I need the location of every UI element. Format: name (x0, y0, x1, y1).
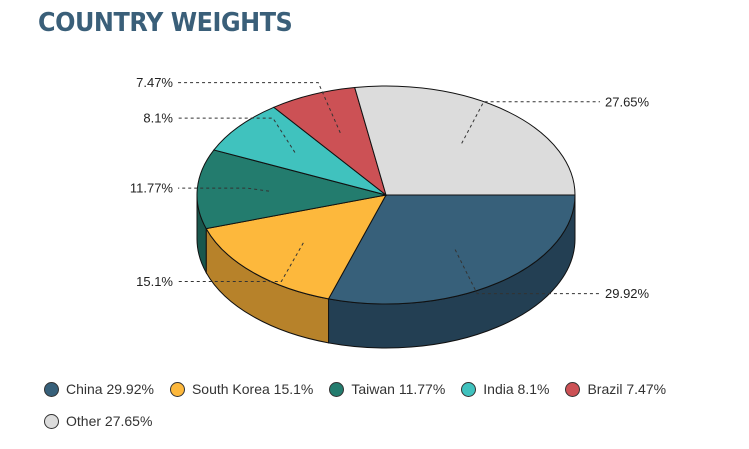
legend-swatch-other (44, 413, 59, 429)
legend-item-south-korea[interactable]: South Korea 15.1% (169, 378, 314, 400)
legend-item-taiwan[interactable]: Taiwan 11.77% (329, 378, 445, 400)
leader-line-south-korea (178, 242, 304, 283)
legend-swatch-china (44, 381, 59, 397)
data-label-india: 8.1% (143, 111, 173, 126)
pie-slice-india[interactable] (213, 106, 387, 196)
legend-label-brazil: Brazil 7.47% (587, 381, 667, 397)
data-label-taiwan: 11.77% (130, 181, 174, 196)
legend-label-india: India 8.1% (483, 381, 550, 397)
legend-item-china[interactable]: China 29.92% (44, 378, 154, 400)
data-label-south-korea: 15.1% (136, 274, 173, 289)
pie-slice-south-korea[interactable] (205, 194, 387, 300)
pie-slice-taiwan[interactable] (196, 149, 387, 230)
legend-item-india[interactable]: India 8.1% (461, 378, 549, 400)
legend-item-brazil[interactable]: Brazil 7.47% (565, 378, 666, 400)
page-title: COUNTRY WEIGHTS (38, 8, 293, 38)
data-label-other: 27.65% (605, 94, 650, 109)
legend-swatch-india (461, 381, 477, 397)
leader-line-china (454, 249, 600, 295)
legend-swatch-brazil (565, 381, 581, 397)
pie-slice-other[interactable] (354, 85, 576, 196)
data-label-brazil: 7.47% (136, 75, 173, 90)
legend-label-taiwan: Taiwan 11.77% (351, 381, 446, 397)
data-label-china: 29.92% (605, 286, 650, 301)
leader-line-taiwan (178, 187, 270, 192)
pie-labels: 29.92% 15.1% 11.77% 8.1% 7.47% 27.65% (130, 75, 650, 301)
legend-item-other[interactable]: Other 27.65% (44, 410, 152, 432)
legend-swatch-south-korea (169, 381, 185, 397)
leader-line-brazil (178, 82, 341, 133)
chart-legend: China 29.92% South Korea 15.1% Taiwan 11.7… (44, 378, 734, 432)
pie-chart: 29.92% 15.1% 11.77% 8.1% 7.47% 27.65% (130, 75, 650, 349)
legend-label-china: China 29.92% (66, 381, 154, 397)
pie-slices (196, 85, 576, 305)
legend-label-other: Other 27.65% (66, 413, 153, 429)
legend-label-south-korea: South Korea 15.1% (191, 381, 314, 397)
leader-line-india (178, 117, 296, 153)
pie-slice-china[interactable] (327, 194, 576, 305)
legend-swatch-taiwan (329, 381, 345, 397)
